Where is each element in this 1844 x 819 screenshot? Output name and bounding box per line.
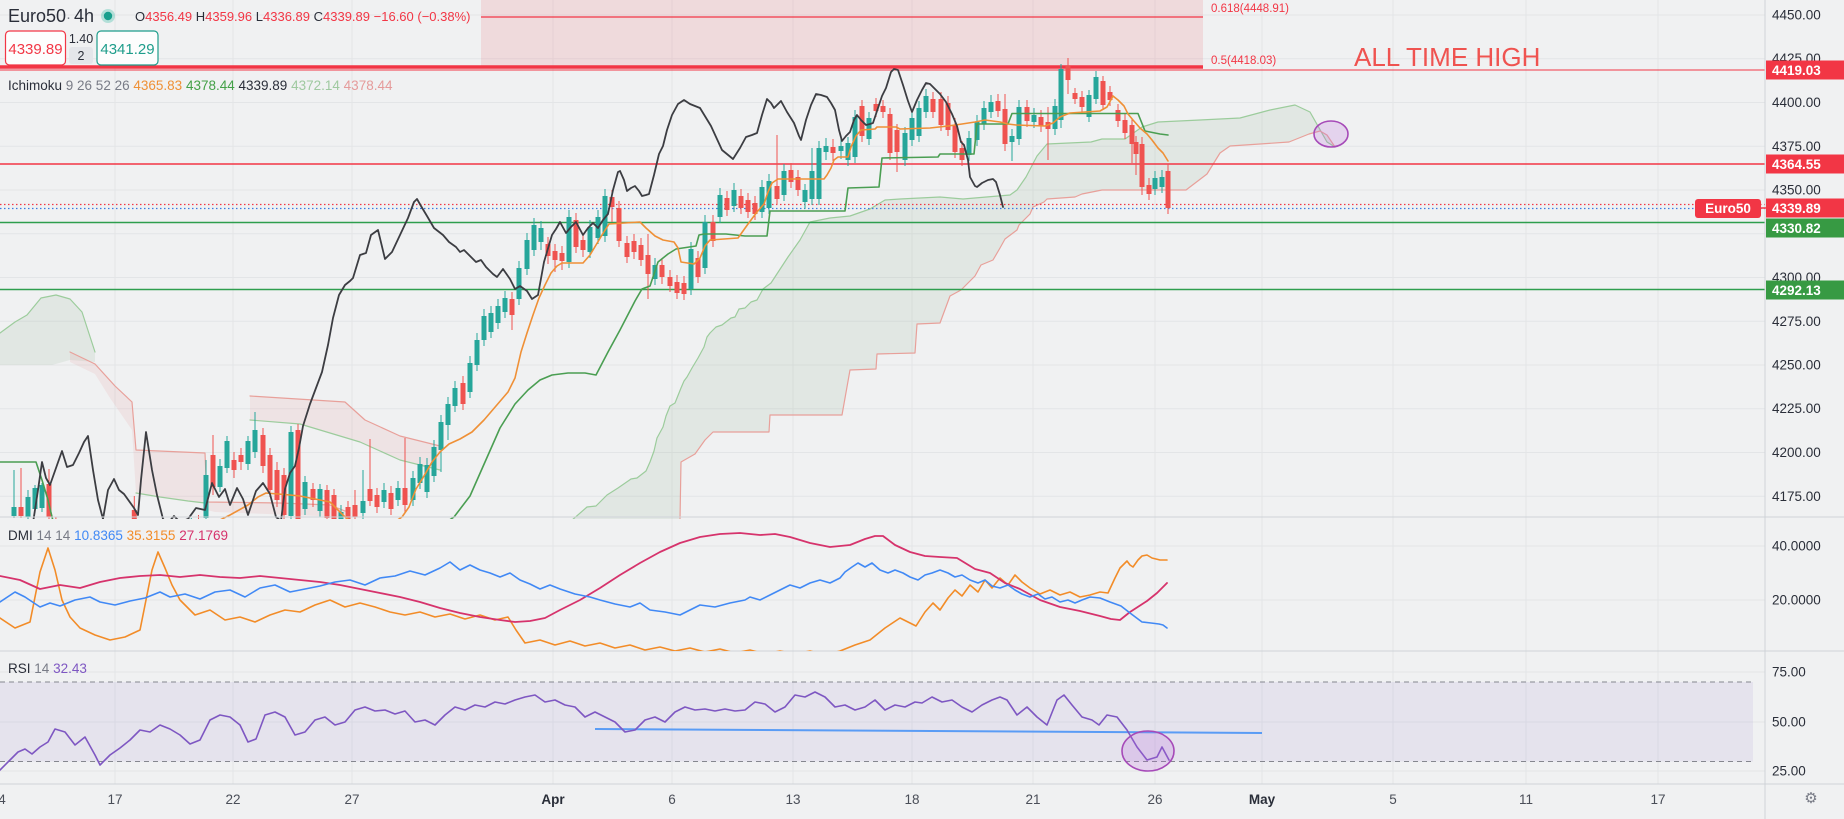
svg-text:4339.89: 4339.89 bbox=[8, 41, 62, 58]
svg-text:5: 5 bbox=[1389, 792, 1397, 807]
svg-text:4: 4 bbox=[0, 792, 6, 807]
svg-text:18: 18 bbox=[904, 792, 919, 807]
svg-text:ALL TIME HIGH: ALL TIME HIGH bbox=[1354, 42, 1540, 72]
svg-text:40.0000: 40.0000 bbox=[1772, 539, 1821, 554]
svg-text:4364.55: 4364.55 bbox=[1772, 157, 1821, 172]
svg-text:13: 13 bbox=[785, 792, 800, 807]
svg-text:6: 6 bbox=[668, 792, 676, 807]
svg-text:21: 21 bbox=[1025, 792, 1040, 807]
svg-text:4419.03: 4419.03 bbox=[1772, 63, 1821, 78]
svg-text:4250.00: 4250.00 bbox=[1772, 358, 1821, 373]
svg-text:Apr: Apr bbox=[541, 792, 565, 807]
svg-text:4450.00: 4450.00 bbox=[1772, 8, 1821, 23]
svg-text:25.00: 25.00 bbox=[1772, 764, 1806, 779]
svg-text:17: 17 bbox=[107, 792, 122, 807]
svg-text:1.40: 1.40 bbox=[69, 32, 93, 46]
svg-text:4h: 4h bbox=[74, 6, 94, 26]
svg-text:4200.00: 4200.00 bbox=[1772, 445, 1821, 460]
svg-text:27: 27 bbox=[344, 792, 359, 807]
svg-text:0.5(4418.03): 0.5(4418.03) bbox=[1211, 55, 1276, 67]
svg-text:26: 26 bbox=[1147, 792, 1162, 807]
svg-text:4400.00: 4400.00 bbox=[1772, 95, 1821, 110]
svg-text:4339.89: 4339.89 bbox=[1772, 201, 1821, 216]
svg-text:·: · bbox=[66, 9, 71, 26]
svg-text:DMI 14 14 10.8365 35.3155 2: DMI 14 14 10.8365 35.3155 27.1769 bbox=[8, 528, 228, 543]
svg-text:Euro50: Euro50 bbox=[1705, 201, 1751, 216]
svg-text:0.618(4448.91): 0.618(4448.91) bbox=[1211, 3, 1289, 15]
svg-text:O4356.49 H4359.96 L4336.89 C43: O4356.49 H4359.96 L4336.89 C4339.89 −16.… bbox=[135, 9, 471, 24]
svg-text:4341.29: 4341.29 bbox=[100, 41, 154, 58]
svg-text:Euro50: Euro50 bbox=[8, 6, 66, 26]
svg-text:4375.00: 4375.00 bbox=[1772, 139, 1821, 154]
svg-text:20.0000: 20.0000 bbox=[1772, 593, 1821, 608]
svg-text:4225.00: 4225.00 bbox=[1772, 401, 1821, 416]
svg-text:4292.13: 4292.13 bbox=[1772, 283, 1821, 298]
svg-text:Ichimoku 9 26 52 26 4365.83 4: Ichimoku 9 26 52 26 4365.83 4378.44 4339… bbox=[8, 78, 393, 93]
svg-text:May: May bbox=[1249, 792, 1276, 807]
svg-text:50.00: 50.00 bbox=[1772, 715, 1806, 730]
svg-text:4350.00: 4350.00 bbox=[1772, 183, 1821, 198]
svg-text:RSI 14 32.43: RSI 14 32.43 bbox=[8, 661, 87, 676]
svg-text:17: 17 bbox=[1650, 792, 1665, 807]
svg-text:4275.00: 4275.00 bbox=[1772, 314, 1821, 329]
svg-text:11: 11 bbox=[1519, 792, 1533, 807]
svg-text:22: 22 bbox=[225, 792, 240, 807]
svg-text:75.00: 75.00 bbox=[1772, 665, 1806, 680]
svg-text:4330.82: 4330.82 bbox=[1772, 221, 1821, 236]
svg-text:2: 2 bbox=[78, 49, 85, 63]
svg-text:4175.00: 4175.00 bbox=[1772, 489, 1821, 504]
svg-text:⚙: ⚙ bbox=[1804, 790, 1817, 807]
